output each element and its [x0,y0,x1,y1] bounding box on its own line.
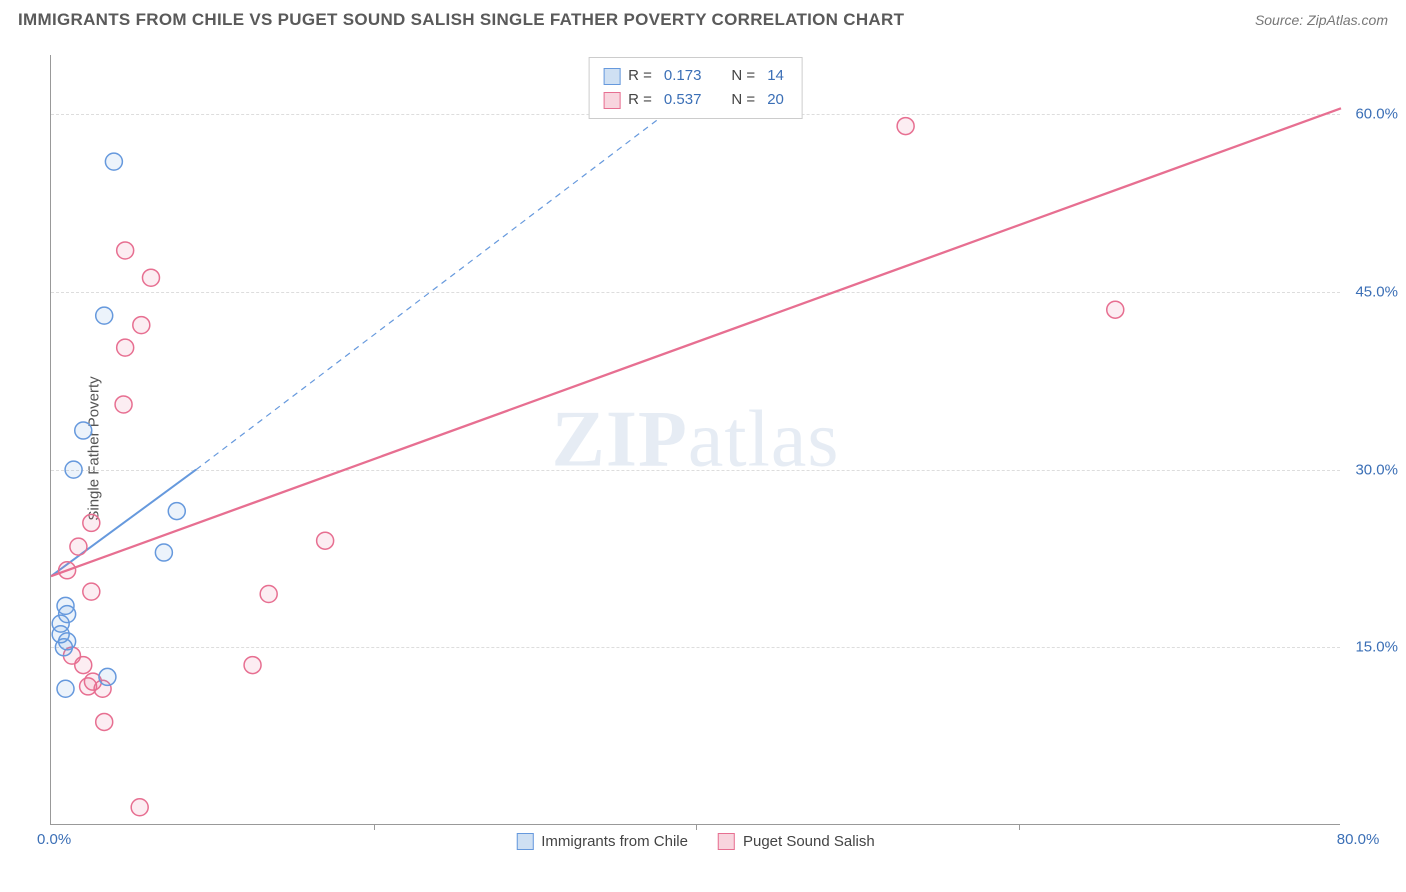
data-point [75,422,92,439]
legend-swatch [603,92,620,109]
data-point [83,583,100,600]
legend-r-value: 0.173 [664,64,702,88]
data-point [105,153,122,170]
data-point [260,586,277,603]
series-legend: Immigrants from Chile Puget Sound Salish [516,833,874,850]
source-attribution: Source: ZipAtlas.com [1255,12,1388,28]
data-point [70,538,87,555]
data-point [317,532,334,549]
trend-line [51,470,196,577]
y-tick-label: 45.0% [1355,283,1398,300]
legend-n-value: 20 [767,88,784,112]
data-point [59,562,76,579]
legend-swatch [516,833,533,850]
data-point [57,680,74,697]
data-point [168,503,185,520]
data-point [117,339,134,356]
data-point [83,514,100,531]
legend-series-name: Immigrants from Chile [541,833,688,850]
data-point [96,307,113,324]
x-tick-mark [1019,824,1020,830]
legend-item: Puget Sound Salish [718,833,875,850]
y-tick-label: 15.0% [1355,639,1398,656]
legend-r-label: R = [628,64,652,88]
data-point [133,317,150,334]
correlation-legend: R = 0.173 N = 14 R = 0.537 N = 20 [588,57,803,119]
data-point [1107,301,1124,318]
legend-swatch [603,68,620,85]
data-point [99,668,116,685]
trend-line [51,108,1341,576]
data-point [57,597,74,614]
data-point [155,544,172,561]
legend-swatch [718,833,735,850]
x-tick-label: 80.0% [1337,831,1380,848]
data-point [142,269,159,286]
data-point [55,639,72,656]
x-tick-mark [696,824,697,830]
chart-canvas [51,55,1340,824]
legend-item: Immigrants from Chile [516,833,688,850]
data-point [115,396,132,413]
data-point [117,242,134,259]
y-tick-label: 60.0% [1355,106,1398,123]
chart-title: IMMIGRANTS FROM CHILE VS PUGET SOUND SAL… [18,10,904,30]
data-point [131,799,148,816]
legend-r-label: R = [628,88,652,112]
legend-n-value: 14 [767,64,784,88]
x-tick-label: 0.0% [37,831,71,848]
legend-row: R = 0.173 N = 14 [603,64,788,88]
data-point [65,461,82,478]
legend-row: R = 0.537 N = 20 [603,88,788,112]
legend-n-label: N = [731,64,755,88]
legend-r-value: 0.537 [664,88,702,112]
scatter-plot: 15.0%30.0%45.0%60.0% ZIPatlas R =0.173N … [50,55,1340,825]
legend-n-label: N = [731,88,755,112]
data-point [96,713,113,730]
data-point [244,657,261,674]
y-tick-label: 30.0% [1355,461,1398,478]
data-point [75,657,92,674]
data-point [897,118,914,135]
x-tick-mark [374,824,375,830]
legend-series-name: Puget Sound Salish [743,833,875,850]
trend-line-extrapolated [196,91,696,470]
